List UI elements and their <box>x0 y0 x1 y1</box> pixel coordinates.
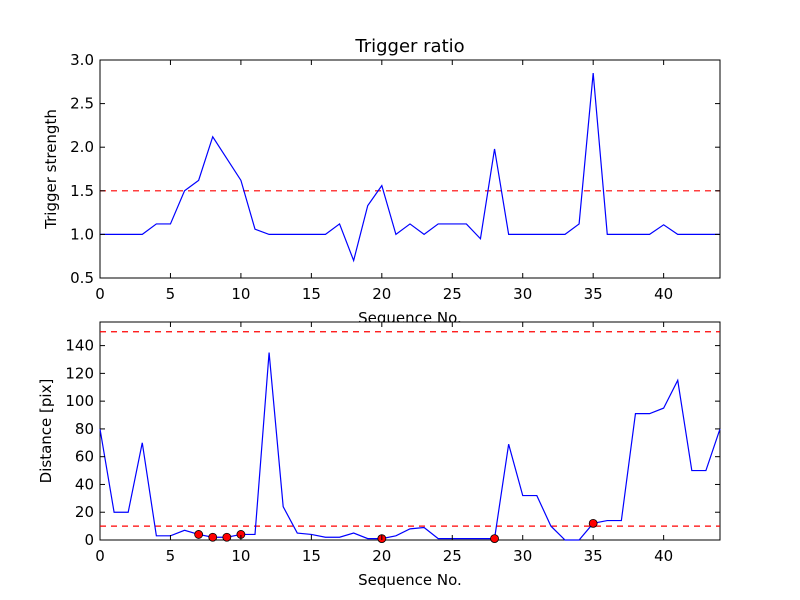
distance-ytick-label: 0 <box>84 531 94 549</box>
trigger-ratio-xtick-label: 30 <box>513 285 532 303</box>
trigger-ratio-xtick-label: 35 <box>584 285 603 303</box>
trigger-ratio-ytick-label: 2.5 <box>70 95 94 113</box>
distance-ytick-label: 140 <box>65 337 94 355</box>
trigger-ratio-ylabel: Trigger strength <box>42 109 60 230</box>
trigger-ratio-xtick-label: 25 <box>443 285 462 303</box>
distance-xtick-label: 15 <box>302 547 321 565</box>
distance-marker-point <box>588 518 598 528</box>
distance-ytick-label: 100 <box>65 392 94 410</box>
distance-marker-point <box>194 530 204 539</box>
distance-ytick-label: 80 <box>75 420 94 438</box>
distance-ylabel: Distance [pix] <box>37 379 55 484</box>
distance-plot: 0 5 10 15 20 25 30 35 40 0 20 40 60 80 100 120 140 Sequ… <box>37 321 721 589</box>
trigger-ratio-title: Trigger ratio <box>354 36 464 57</box>
distance-xtick-label: 10 <box>231 547 250 565</box>
distance-ytick-label: 40 <box>75 475 94 493</box>
distance-ytick-label: 20 <box>75 503 94 521</box>
distance-xtick-label: 40 <box>654 547 673 565</box>
distance-xtick-label: 35 <box>584 547 603 565</box>
trigger-ratio-xtick-label: 0 <box>95 285 105 303</box>
trigger-ratio-ytick-label: 1.5 <box>70 182 94 200</box>
distance-ytick-label: 60 <box>75 448 94 466</box>
distance-xtick-label: 30 <box>513 547 532 565</box>
distance-axes-frame <box>99 321 721 541</box>
distance-marker-point <box>208 532 218 542</box>
trigger-ratio-xtick-label: 5 <box>166 285 176 303</box>
distance-xtick-label: 20 <box>372 547 391 565</box>
trigger-ratio-ytick-label: 3.0 <box>70 51 94 69</box>
trigger-ratio-xtick-label: 10 <box>231 285 250 303</box>
trigger-ratio-xtick-label: 20 <box>372 285 391 303</box>
distance-ytick-label: 120 <box>65 364 94 382</box>
trigger-ratio-ytick-label: 1.0 <box>70 225 94 243</box>
trigger-ratio-series-line-0 <box>100 73 720 263</box>
distance-xtick-label: 5 <box>166 547 176 565</box>
trigger-ratio-xtick-label: 15 <box>302 285 321 303</box>
distance-marker-point <box>490 534 499 544</box>
distance-xtick-label: 25 <box>443 547 462 565</box>
trigger-ratio-ytick-label: 0.5 <box>70 269 94 287</box>
distance-series-line-0 <box>99 352 721 541</box>
distance-xlabel: Sequence No. <box>358 571 462 589</box>
trigger-ratio-xtick-label: 40 <box>654 285 673 303</box>
distance-marker-point <box>222 532 232 542</box>
trigger-ratio-ytick-label: 2.0 <box>70 138 94 156</box>
trigger-ratio-plot: Trigger ratio 0 5 10 15 20 25 30 35 40 0.5 1.0 1.5… <box>42 36 721 327</box>
distance-xtick-label: 0 <box>95 547 105 565</box>
trigger-ratio-axes-frame <box>99 59 721 279</box>
